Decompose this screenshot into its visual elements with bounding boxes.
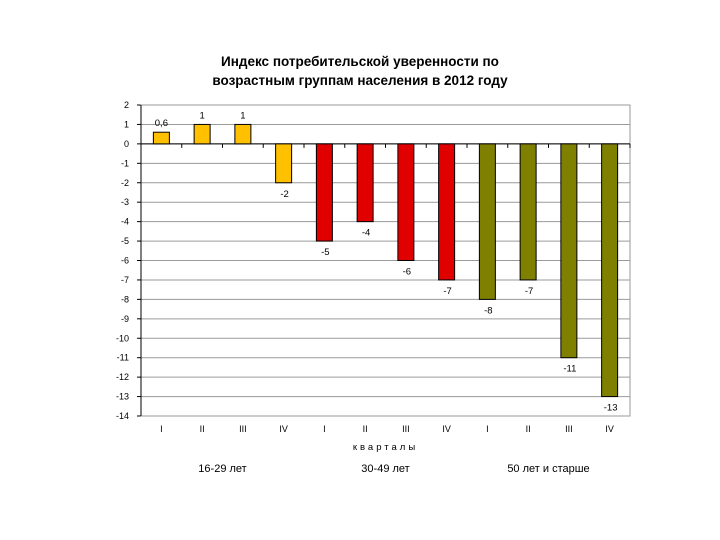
bar	[397, 143, 415, 261]
y-tick-label: 2	[124, 100, 129, 110]
data-label: 1	[199, 110, 204, 121]
data-label: -7	[525, 286, 533, 297]
x-axis-label: кварталы	[353, 442, 418, 453]
bar	[234, 123, 252, 145]
chart-title-line-1: Индекс потребительской уверенности по	[221, 54, 499, 69]
y-tick-label: 1	[124, 119, 129, 129]
x-tick-label: IV	[442, 424, 451, 434]
y-axis-ticks: 2 1 0 -1 -2 -3 -4 -5 -6 -7 -8 -9 -10 -11 -12 -13 -14	[116, 100, 129, 421]
y-tick-label: -1	[121, 158, 129, 168]
data-label: -2	[280, 189, 288, 200]
x-tick-label: II	[526, 424, 531, 434]
data-label: -6	[403, 267, 411, 278]
x-tick-label: I	[323, 424, 326, 434]
x-tick-label: I	[160, 424, 163, 434]
chart-title: Индекс потребительской уверенности по во…	[0, 52, 720, 90]
y-tick-label: -10	[116, 333, 129, 343]
x-tick-label: II	[363, 424, 368, 434]
x-tick-label: IV	[279, 424, 288, 434]
axes	[137, 104, 631, 417]
x-tick-label: IV	[605, 424, 614, 434]
data-label: -4	[362, 228, 370, 239]
y-tick-label: -8	[121, 294, 129, 304]
data-label: 1	[240, 110, 245, 121]
y-tick-label: -6	[121, 256, 129, 266]
y-tick-label: -9	[121, 314, 129, 324]
bar	[152, 131, 170, 145]
bar	[193, 123, 211, 145]
y-tick-label: 0	[124, 139, 129, 149]
y-tick-label: -5	[121, 236, 129, 246]
y-tick-label: -12	[116, 372, 129, 382]
data-label: 0,6	[155, 118, 168, 129]
y-tick-label: -3	[121, 197, 129, 207]
group-label: 30-49 лет	[361, 463, 409, 475]
data-label: -13	[604, 403, 618, 414]
y-tick-label: -11	[117, 353, 129, 363]
x-tick-label: III	[565, 424, 573, 434]
data-label: -7	[443, 286, 451, 297]
gridlines	[141, 104, 630, 417]
y-tick-label: -2	[121, 178, 129, 188]
bar	[519, 143, 537, 281]
x-tick-label: I	[486, 424, 489, 434]
bars	[152, 123, 619, 398]
x-tick-label: III	[402, 424, 410, 434]
y-tick-label: -14	[116, 411, 129, 421]
y-tick-label: -7	[121, 275, 129, 285]
data-label: -11	[563, 364, 576, 375]
group-labels: 16-29 лет 30-49 лет 50 лет и старше	[198, 463, 589, 475]
x-axis-ticks: I II III IV I II III IV I II III IV	[160, 424, 614, 434]
bar	[275, 143, 293, 184]
data-labels: 0,6 1 1 -2 -5 -4 -6 -7 -8 -7 -11 -13	[155, 110, 618, 413]
x-tick-label: III	[239, 424, 247, 434]
data-label: -8	[484, 305, 492, 316]
bar	[438, 143, 456, 281]
y-tick-label: -4	[121, 217, 129, 227]
bar	[315, 143, 333, 242]
group-label: 16-29 лет	[198, 463, 246, 475]
x-tick-label: II	[200, 424, 205, 434]
bar	[356, 143, 374, 223]
bar	[478, 143, 496, 300]
y-tick-label: -13	[116, 392, 129, 402]
group-label: 50 лет и старше	[507, 463, 589, 475]
bar	[560, 143, 578, 359]
chart-title-line-2: возрастным группам населения в 2012 году	[212, 73, 508, 88]
data-label: -5	[321, 247, 329, 258]
bar	[601, 143, 619, 398]
